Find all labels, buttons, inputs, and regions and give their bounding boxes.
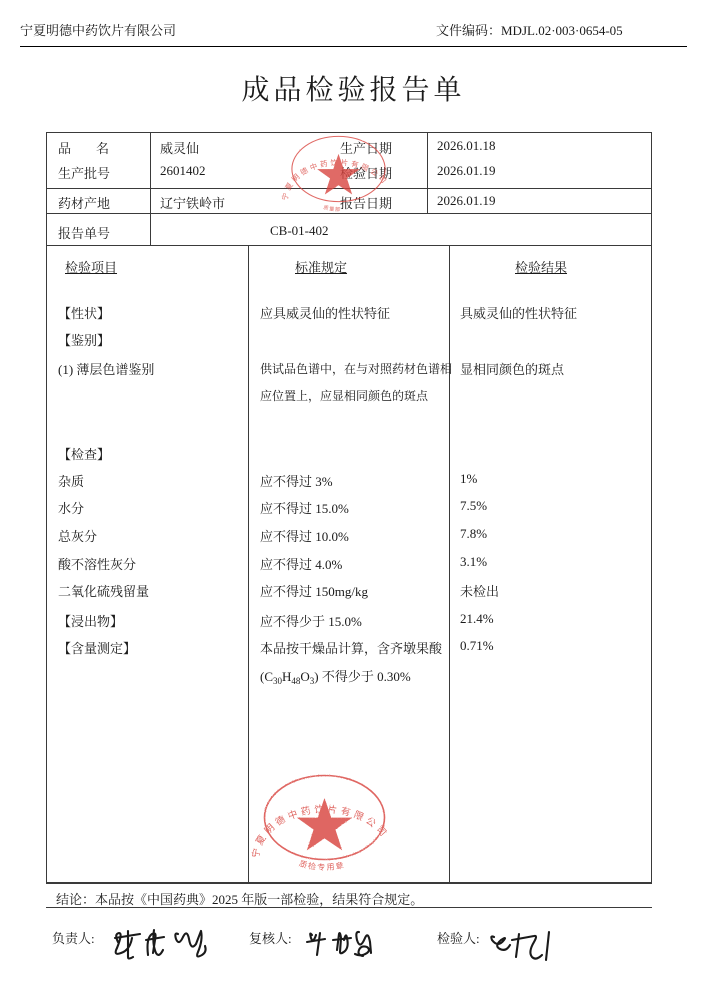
svg-text:质量部: 质量部: [323, 204, 341, 213]
